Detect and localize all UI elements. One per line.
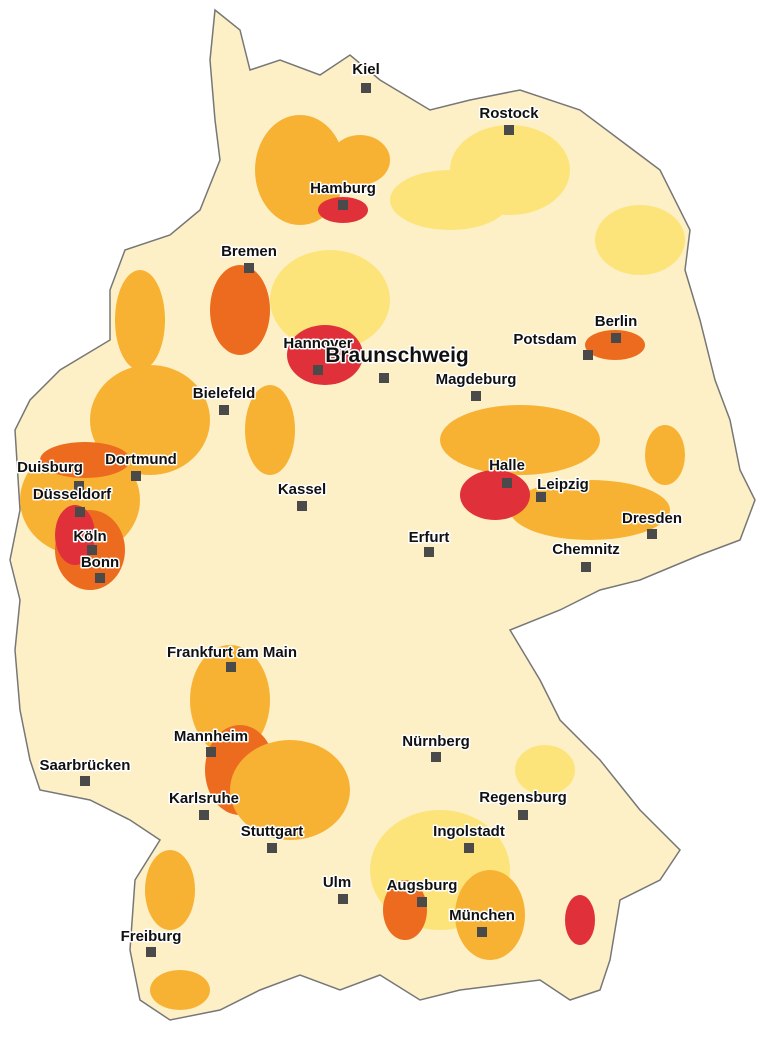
region	[210, 265, 270, 355]
region	[90, 365, 210, 475]
city-marker	[80, 776, 90, 786]
city-label: Freiburg	[121, 928, 182, 945]
city-marker	[471, 391, 481, 401]
region	[145, 850, 195, 930]
city-marker	[518, 810, 528, 820]
city-label: Stuttgart	[241, 823, 304, 840]
city-label: Kiel	[352, 61, 380, 78]
region	[55, 505, 95, 565]
city-label: Erfurt	[409, 529, 450, 546]
city-marker	[95, 573, 105, 583]
city-marker	[477, 927, 487, 937]
city-label: Magdeburg	[436, 371, 517, 388]
city-marker	[338, 200, 348, 210]
region	[245, 385, 295, 475]
city-marker	[313, 365, 323, 375]
city-label: Augsburg	[387, 877, 458, 894]
region	[287, 325, 363, 385]
region	[440, 405, 600, 475]
region	[390, 170, 510, 230]
region	[645, 425, 685, 485]
city-label: Rostock	[479, 105, 539, 122]
city-marker	[536, 492, 546, 502]
city-label: Potsdam	[513, 331, 576, 348]
region	[510, 480, 670, 540]
city-label: Chemnitz	[552, 541, 620, 558]
city-label: Hamburg	[310, 180, 376, 197]
city-marker	[74, 481, 84, 491]
region	[115, 270, 165, 370]
city-marker	[199, 810, 209, 820]
region	[230, 740, 350, 840]
city-label: Bielefeld	[193, 385, 256, 402]
city-label: Halle	[489, 457, 525, 474]
city-marker	[379, 373, 389, 383]
city-label: Regensburg	[479, 789, 567, 806]
city-marker	[417, 897, 427, 907]
region	[595, 205, 685, 275]
region	[150, 970, 210, 1010]
city-label: Bremen	[221, 243, 277, 260]
city-marker	[131, 471, 141, 481]
city-label: Dortmund	[105, 451, 177, 468]
city-marker	[647, 529, 657, 539]
city-marker	[267, 843, 277, 853]
region	[383, 880, 427, 940]
city-label: Köln	[73, 528, 106, 545]
city-label: Nürnberg	[402, 733, 470, 750]
city-marker	[226, 662, 236, 672]
city-marker	[338, 894, 348, 904]
region	[330, 135, 390, 185]
city-marker	[502, 478, 512, 488]
city-label: Saarbrücken	[40, 757, 131, 774]
regions	[20, 115, 685, 1010]
region	[270, 250, 390, 350]
region	[565, 895, 595, 945]
city-label: München	[449, 907, 515, 924]
city-label: Karlsruhe	[169, 790, 239, 807]
city-marker	[464, 843, 474, 853]
city-marker	[206, 747, 216, 757]
city-marker	[297, 501, 307, 511]
city-label: Berlin	[595, 313, 638, 330]
region	[255, 115, 345, 225]
city-marker	[87, 545, 97, 555]
city-marker	[611, 333, 621, 343]
region	[460, 470, 530, 520]
city-label: Ulm	[323, 874, 351, 891]
region	[40, 442, 130, 478]
city-label: Ingolstadt	[433, 823, 505, 840]
city-label: Kassel	[278, 481, 326, 498]
city-label: Mannheim	[174, 728, 248, 745]
city-marker	[146, 947, 156, 957]
region	[585, 330, 645, 360]
city-label: Düsseldorf	[33, 486, 112, 503]
city-marker	[75, 507, 85, 517]
city-marker	[504, 125, 514, 135]
city-marker	[581, 562, 591, 572]
city-label: Braunschweig	[325, 344, 469, 367]
city-marker	[361, 83, 371, 93]
city-label: Leipzig	[537, 476, 589, 493]
region	[455, 870, 525, 960]
city-layer: Kiel Rostock Hamburg Bremen HannoverBraunsch…	[16, 60, 684, 957]
region	[515, 745, 575, 795]
city-marker	[219, 405, 229, 415]
city-label: Hannover	[283, 335, 352, 352]
city-label: Duisburg	[17, 459, 83, 476]
city-marker	[424, 547, 434, 557]
city-marker	[583, 350, 593, 360]
city-label: Frankfurt am Main	[167, 644, 297, 661]
city-marker	[244, 263, 254, 273]
city-label: Bonn	[81, 554, 119, 571]
city-marker	[431, 752, 441, 762]
city-label: Dresden	[622, 510, 682, 527]
